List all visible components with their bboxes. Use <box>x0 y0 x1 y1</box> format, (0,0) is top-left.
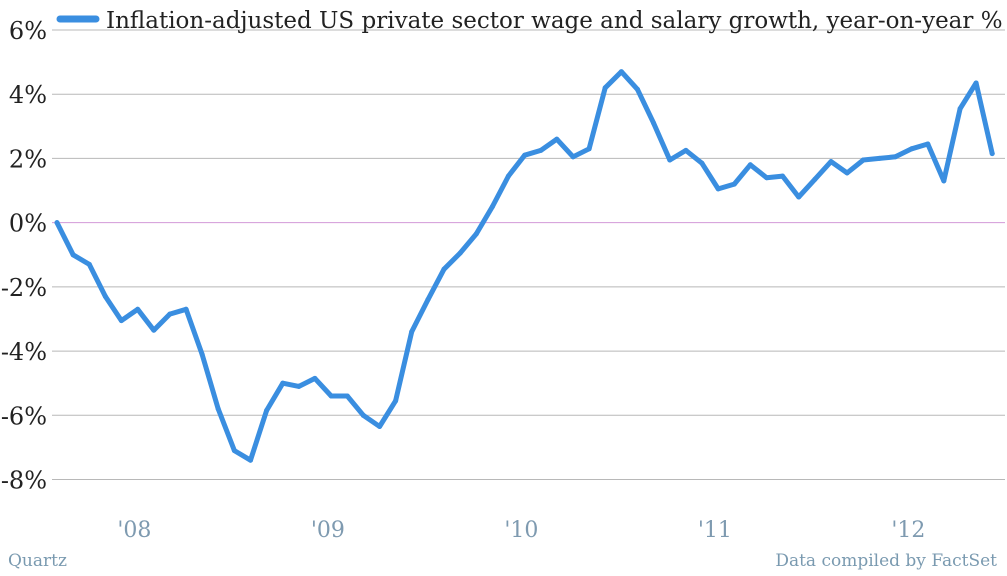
data-point <box>554 136 560 142</box>
data-point <box>360 412 366 418</box>
y-tick-label: -6% <box>1 402 47 430</box>
data-point <box>892 154 898 160</box>
data-point <box>538 147 544 153</box>
data-point <box>602 85 608 91</box>
data-point <box>618 69 624 75</box>
data-point <box>973 80 979 86</box>
grid-lines <box>52 29 1005 480</box>
data-point <box>86 261 92 267</box>
data-point <box>957 106 963 112</box>
data-point <box>667 157 673 163</box>
x-tick-label: '10 <box>504 518 538 543</box>
source-credit: Quartz <box>8 551 67 571</box>
data-point <box>699 160 705 166</box>
data-point <box>264 408 270 413</box>
data-source-note: Data compiled by FactSet <box>775 551 997 571</box>
data-point <box>860 157 866 163</box>
data-point <box>457 250 463 256</box>
data-point <box>731 181 737 187</box>
legend: Inflation-adjusted US private sector wag… <box>56 8 1007 34</box>
series-lines <box>54 69 995 463</box>
data-point <box>635 86 640 92</box>
data-point <box>199 351 205 357</box>
data-point <box>54 220 60 226</box>
data-point <box>167 311 173 317</box>
data-point <box>102 294 108 299</box>
data-point <box>70 252 76 258</box>
data-point <box>248 457 253 463</box>
data-point <box>570 154 576 160</box>
data-point <box>522 152 528 158</box>
y-tick-label: -2% <box>1 274 47 302</box>
x-tick-label: '11 <box>698 518 732 543</box>
data-point <box>183 306 189 312</box>
data-point <box>328 393 334 399</box>
data-point <box>135 306 141 312</box>
data-point <box>312 375 318 381</box>
data-point <box>764 175 770 181</box>
data-point <box>812 176 818 182</box>
data-point <box>909 146 915 152</box>
data-point <box>231 448 237 454</box>
data-point <box>425 297 431 303</box>
data-point <box>925 141 931 147</box>
legend-label: Inflation-adjusted US private sector wag… <box>106 8 1007 34</box>
data-point <box>344 393 350 399</box>
data-point <box>844 170 850 176</box>
y-axis-tick-labels: 6% 4% 2% 0% -2% -4% -6% -8% <box>1 17 47 495</box>
x-tick-label: '08 <box>117 518 151 543</box>
y-tick-label: -4% <box>1 338 47 366</box>
data-point <box>747 162 753 168</box>
x-tick-label: '09 <box>311 518 345 543</box>
data-point <box>876 155 882 161</box>
data-point <box>441 266 447 272</box>
data-point <box>989 151 995 157</box>
data-point <box>941 178 947 184</box>
x-axis-tick-labels: '08 '09 '10 '11 '12 <box>117 518 925 543</box>
y-tick-label: 6% <box>9 17 47 45</box>
x-tick-label: '12 <box>891 518 925 543</box>
data-point <box>651 120 657 126</box>
data-point <box>473 231 479 237</box>
data-point <box>828 159 834 165</box>
data-point <box>296 383 302 389</box>
y-tick-label: 2% <box>9 145 47 173</box>
data-point <box>586 146 592 152</box>
data-point <box>151 327 157 333</box>
data-point <box>215 406 221 412</box>
data-point <box>683 147 689 153</box>
data-point <box>118 318 124 324</box>
data-point <box>489 204 495 210</box>
data-point <box>377 424 383 429</box>
y-tick-label: -8% <box>1 467 47 495</box>
data-point <box>280 380 286 386</box>
y-tick-label: 0% <box>9 210 47 238</box>
data-point <box>505 173 511 179</box>
data-point <box>393 398 399 404</box>
data-point <box>409 329 415 335</box>
y-tick-label: 4% <box>9 81 47 109</box>
series-line <box>54 69 995 463</box>
data-point <box>796 194 802 200</box>
data-point <box>780 173 786 179</box>
data-point <box>715 186 721 192</box>
